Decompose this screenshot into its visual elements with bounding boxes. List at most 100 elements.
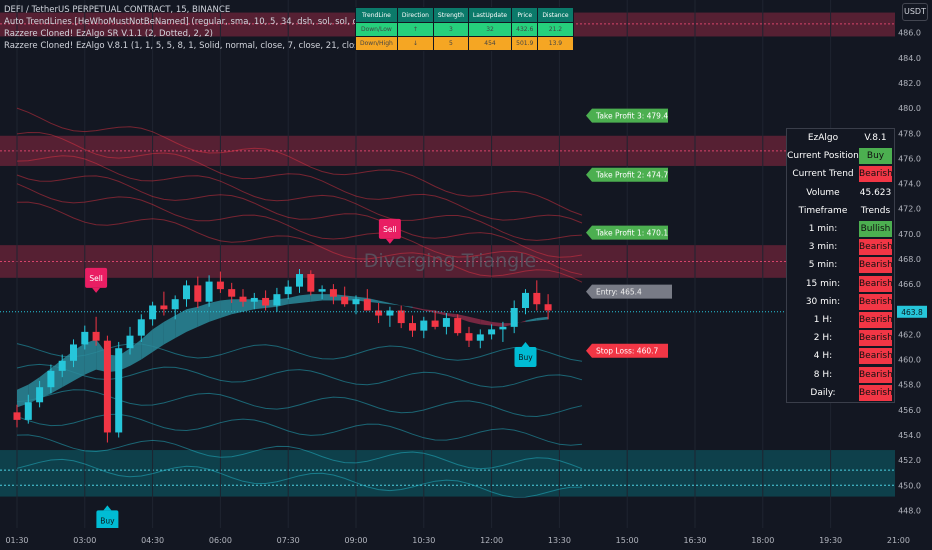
ezalgo-row: 4 H: Bearish xyxy=(787,347,894,365)
candle xyxy=(126,335,134,349)
price-tick-label: 470.0 xyxy=(898,230,921,239)
table-cell: 3 xyxy=(432,22,469,37)
table-cell: 454 xyxy=(467,36,513,51)
ezalgo-row: 8 H: Bearish xyxy=(787,365,894,383)
signal-pointer xyxy=(521,341,530,347)
candle xyxy=(171,299,179,310)
table-cell: 13.9 xyxy=(537,36,574,51)
time-axis[interactable]: 01:30 03:00 04:30 06:00 07:30 09:00 10:30 12:00… xyxy=(0,528,932,550)
price-axis-bg xyxy=(895,0,932,550)
candle xyxy=(239,296,247,302)
price-tick-label: 482.0 xyxy=(898,79,921,88)
indicator-ezalgo-sr[interactable]: Razzere Cloned! EzAlgo SR V.1.1 (2, Dott… xyxy=(4,29,213,39)
sell-signal[interactable]: Sell xyxy=(378,218,401,244)
pattern-label: Diverging Triangle xyxy=(364,250,536,272)
candle xyxy=(228,289,236,297)
price-tick-label: 484.0 xyxy=(898,54,921,63)
price-tick-label: 462.0 xyxy=(898,330,921,339)
ribbon-segment xyxy=(197,302,210,327)
price-tick-label: 478.0 xyxy=(898,129,921,138)
ezalgo-row-label: 1 min: xyxy=(808,224,838,235)
th-direction: Direction xyxy=(396,7,434,23)
ma-bands xyxy=(16,107,583,498)
candle xyxy=(36,387,44,403)
table-cell: Down/High xyxy=(355,36,398,51)
symbol-title[interactable]: DEFI / TetherUS PERPETUAL CONTRACT, 15, … xyxy=(4,5,231,15)
lower-band-line xyxy=(16,389,583,418)
candles xyxy=(0,269,895,443)
ribbon-segment xyxy=(536,316,549,321)
candle xyxy=(47,370,55,388)
ezalgo-row-label: 15 min: xyxy=(805,278,841,289)
ribbon-segment xyxy=(288,295,300,305)
take-profit-label: Take Profit 2: 474.7 xyxy=(586,167,668,182)
ribbon-segment xyxy=(220,299,232,319)
price-axis[interactable]: 448.0 450.0 452.0 454.0 456.0 458.0 460.0 462.0… xyxy=(895,0,932,550)
ribbon-segment xyxy=(84,339,97,375)
th-lastupdate: LastUpdate xyxy=(467,7,513,23)
target-tag xyxy=(586,284,672,299)
time-tick-label: 09:00 xyxy=(344,536,367,545)
signal-box xyxy=(378,218,401,239)
ribbon-segment xyxy=(389,302,402,306)
ribbon-segment xyxy=(175,309,187,339)
current-price-text: 463.8 xyxy=(901,308,923,317)
table-cell: ↓ xyxy=(396,36,434,51)
candle xyxy=(431,320,439,327)
candle xyxy=(160,305,168,310)
ezalgo-row: 15 min: Bearish xyxy=(787,275,894,293)
price-tick-label: 472.0 xyxy=(898,205,921,214)
upper-band-line xyxy=(16,131,583,224)
candle xyxy=(273,294,281,306)
candle xyxy=(454,318,462,334)
ribbon-segment xyxy=(152,321,164,352)
candle xyxy=(58,360,66,371)
time-tick-label: 13:30 xyxy=(548,536,571,545)
sell-signal[interactable]: Sell xyxy=(85,267,108,293)
table-cell: 32 xyxy=(467,22,513,37)
ezalgo-row-value: Bearish xyxy=(859,166,893,183)
ezalgo-row: 2 H: Bearish xyxy=(787,329,894,347)
buy-signal[interactable]: Buy xyxy=(96,505,119,531)
ezalgo-row-value: Bearish xyxy=(859,293,893,310)
time-tick-label: 21:00 xyxy=(887,536,910,545)
ribbon-segment xyxy=(17,384,29,408)
price-tick-label: 486.0 xyxy=(898,29,921,38)
indicator-autotrend[interactable]: Auto TrendLines [HeWhoMustNotBeNamed] (r… xyxy=(4,17,388,27)
price-tick-label: 468.0 xyxy=(898,255,921,264)
upper-band-line xyxy=(16,174,583,258)
ribbon-segment xyxy=(130,339,142,366)
ezalgo-row-label: Current Trend xyxy=(792,169,854,180)
candle xyxy=(476,334,484,341)
table-cell: Down/Low xyxy=(355,22,398,37)
candle xyxy=(375,310,383,316)
signal-box xyxy=(85,267,108,288)
ribbon-segment xyxy=(401,305,413,308)
target-tag xyxy=(586,225,668,240)
buy-signal[interactable]: Buy xyxy=(514,341,537,367)
upper-band-line xyxy=(16,155,583,241)
candle xyxy=(522,292,529,308)
candle xyxy=(284,286,292,295)
candle xyxy=(183,285,190,300)
stop-loss-label: Stop Loss: 460.7 xyxy=(586,343,668,358)
signals[interactable]: Sell Buy Sell Buy xyxy=(85,218,537,531)
ezalgo-version: V.8.1 xyxy=(864,133,887,144)
ribbon-segment xyxy=(469,316,481,325)
take-profit-label: Take Profit 3: 479.4 xyxy=(586,108,668,123)
time-tick-label: 18:00 xyxy=(751,536,774,545)
ribbon-segment xyxy=(378,300,390,305)
th-distance: Distance xyxy=(537,7,574,23)
candle xyxy=(24,402,32,420)
ribbon-segment xyxy=(299,294,311,303)
signal-label: Sell xyxy=(89,274,103,283)
signal-box xyxy=(514,346,537,367)
indicator-ezalgo[interactable]: Razzere Cloned! EzAlgo V.8.1 (1, 1, 5, 5… xyxy=(4,41,517,51)
candle xyxy=(81,331,89,345)
ezalgo-header: EzAlgo V.8.1 xyxy=(787,129,894,147)
price-tick-label: 466.0 xyxy=(898,280,921,289)
currency-button[interactable]: USDT xyxy=(902,3,928,21)
current-price-badge xyxy=(897,305,927,318)
candle xyxy=(386,310,394,316)
